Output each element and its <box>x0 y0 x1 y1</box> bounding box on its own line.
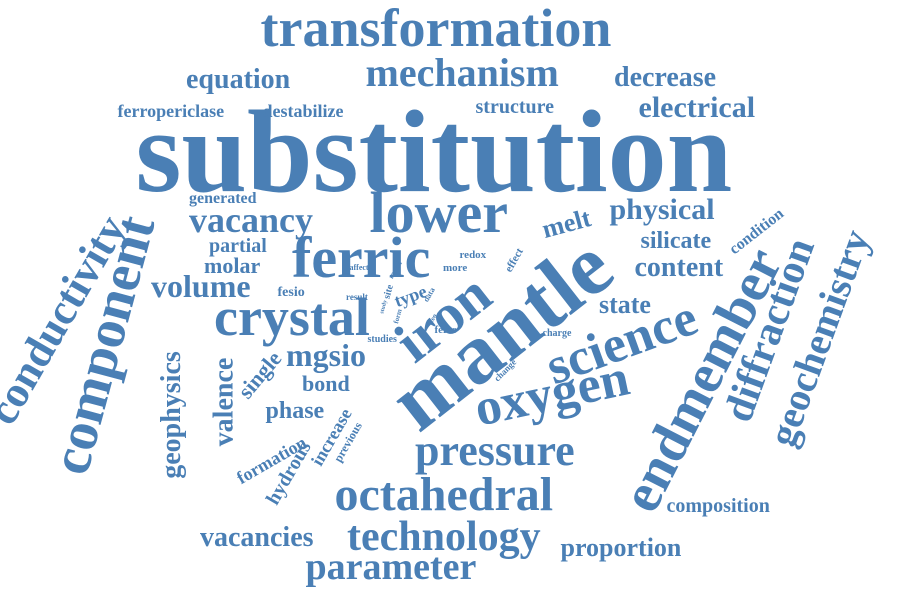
word-physical: physical <box>609 193 715 226</box>
word-generated: generated <box>189 190 257 207</box>
word-content: content <box>634 252 724 283</box>
word-phase: phase <box>265 398 325 424</box>
word-fesio: fesio <box>277 285 305 300</box>
word-charge: charge <box>542 328 572 339</box>
word-parameter: parameter <box>305 546 477 588</box>
word-mgsio: mgsio <box>286 337 366 373</box>
word-ferropericlase: ferropericlase <box>117 101 225 121</box>
word-ferric: ferric <box>292 225 431 290</box>
word-studies: studies <box>367 334 397 345</box>
word-decrease: decrease <box>614 62 717 93</box>
word-destabilize: destabilize <box>262 101 344 121</box>
word-more: more <box>443 261 468 274</box>
word-redox: redox <box>459 248 487 261</box>
word-study: study <box>379 299 389 315</box>
word-lower: lower <box>369 180 509 245</box>
word-molar: molar <box>204 253 261 278</box>
word-bond: bond <box>302 371 350 396</box>
word-fefeo: fefeo <box>434 323 458 336</box>
word-transformation: transformation <box>260 0 612 58</box>
word-technology: technology <box>347 514 541 560</box>
word-structure: structure <box>475 96 555 118</box>
word-single: single <box>232 346 287 404</box>
word-geophysics: geophysics <box>155 351 187 479</box>
word-octahedral: octahedral <box>334 468 554 521</box>
word-substitution: substitution <box>135 86 733 217</box>
word-pressure: pressure <box>415 426 575 475</box>
word-valence: valence <box>207 357 239 447</box>
word-vacancies: vacancies <box>200 522 314 553</box>
word-vacancy: vacancy <box>189 200 313 240</box>
word-partial: partial <box>209 235 267 257</box>
word-mechanism: mechanism <box>365 50 559 95</box>
word-crystal: crystal <box>214 287 370 347</box>
word-proportion: proportion <box>560 533 682 562</box>
word-silicate: silicate <box>640 228 712 254</box>
word-result: result <box>346 291 368 302</box>
word-affect: affect <box>349 263 369 272</box>
word-electrical: electrical <box>638 91 756 124</box>
word-state: state <box>599 290 651 319</box>
word-equation: equation <box>186 64 291 95</box>
word-composition: composition <box>666 495 770 517</box>
word-volume: volume <box>151 268 251 304</box>
